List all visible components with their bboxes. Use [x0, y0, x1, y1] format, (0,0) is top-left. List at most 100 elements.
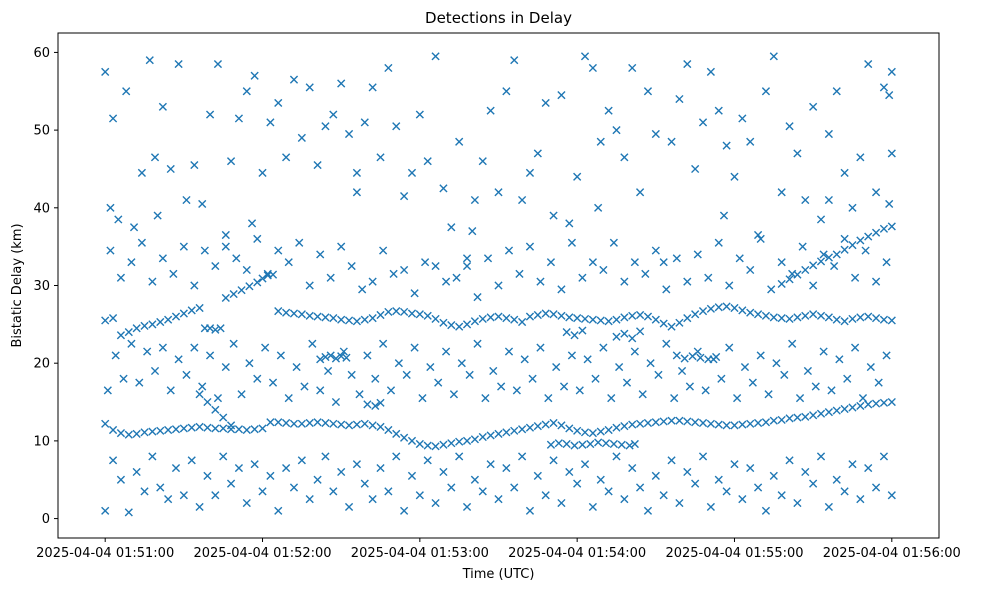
data-point: [289, 419, 299, 428]
data-point: [525, 423, 535, 432]
data-point: [187, 456, 196, 465]
data-point: [478, 487, 487, 496]
data-point: [305, 418, 314, 428]
data-point: [546, 258, 556, 267]
data-point: [371, 401, 380, 411]
data-point: [832, 87, 841, 96]
data-point: [769, 416, 778, 425]
data-point: [748, 378, 757, 387]
data-point: [226, 479, 236, 488]
data-point: [557, 91, 566, 100]
data-point: [292, 362, 301, 372]
data-point: [179, 424, 188, 433]
data-point: [439, 318, 448, 327]
data-point: [533, 422, 542, 431]
data-point: [313, 475, 322, 484]
data-point: [809, 281, 818, 290]
data-point: [832, 475, 841, 484]
data-point: [588, 63, 597, 73]
data-point: [127, 339, 136, 348]
data-point: [541, 98, 550, 108]
data-point: [518, 425, 527, 434]
data-point: [502, 428, 511, 437]
data-point: [596, 427, 605, 436]
data-point: [164, 495, 173, 504]
data-point: [297, 133, 306, 142]
data-point: [596, 475, 605, 484]
data-point: [638, 390, 647, 399]
data-point: [352, 188, 362, 197]
data-point: [518, 195, 527, 205]
data-point: [565, 424, 574, 433]
data-point: [253, 234, 262, 243]
data-point: [368, 495, 377, 504]
data-point: [717, 374, 726, 383]
x-tick-label: 2025-04-04 01:55:00: [665, 546, 803, 561]
data-point: [226, 157, 236, 166]
data-point: [420, 258, 430, 267]
data-point: [612, 423, 621, 432]
data-point: [150, 366, 160, 376]
data-point: [617, 440, 626, 449]
data-point: [635, 327, 645, 336]
data-point: [211, 325, 220, 334]
data-point: [258, 487, 267, 496]
data-point: [494, 281, 503, 290]
data-point: [795, 394, 805, 403]
data-point: [148, 277, 157, 286]
y-axis-ticks: 0 10 20 30 40 50 60: [33, 46, 58, 527]
data-point: [242, 425, 251, 435]
data-point: [885, 91, 894, 100]
data-point: [811, 382, 820, 391]
y-tick-label: 50: [33, 124, 50, 139]
data-point: [816, 452, 826, 461]
data-point: [410, 289, 419, 298]
data-point: [300, 382, 309, 391]
data-point: [630, 347, 639, 356]
data-point: [525, 312, 535, 321]
data-point: [746, 265, 755, 275]
data-point: [586, 439, 595, 449]
data-point: [297, 419, 306, 428]
data-point: [588, 315, 597, 324]
data-point: [368, 277, 377, 286]
data-point: [651, 315, 660, 324]
data-point: [494, 312, 503, 321]
data-point: [431, 498, 440, 508]
data-point: [344, 316, 354, 325]
data-point: [245, 282, 254, 291]
data-point: [274, 98, 283, 108]
data-point: [156, 317, 165, 327]
data-point: [221, 230, 230, 240]
data-point: [384, 307, 393, 317]
data-point: [858, 394, 868, 403]
data-point: [297, 310, 306, 319]
data-point: [625, 441, 634, 450]
data-point: [321, 122, 330, 131]
data-point: [182, 370, 191, 379]
data-point: [470, 317, 479, 326]
data-point: [195, 303, 204, 313]
data-point: [738, 306, 747, 315]
data-point: [263, 269, 272, 278]
data-point: [591, 374, 600, 383]
data-point: [588, 258, 597, 267]
data-point: [127, 258, 136, 267]
data-point: [494, 188, 503, 197]
data-point: [864, 59, 873, 69]
data-point: [470, 475, 479, 484]
data-point: [651, 418, 660, 427]
data-point: [174, 59, 183, 69]
data-point: [698, 452, 708, 461]
points-layer: [101, 52, 896, 517]
data-point: [714, 303, 723, 312]
data-point: [431, 261, 440, 271]
data-point: [431, 314, 440, 324]
data-point: [746, 308, 755, 317]
data-point: [213, 394, 223, 403]
x-tick-label: 2025-04-04 01:54:00: [508, 546, 646, 561]
data-point: [174, 355, 183, 364]
data-point: [282, 463, 291, 473]
data-point: [746, 137, 755, 146]
data-point: [103, 386, 112, 395]
